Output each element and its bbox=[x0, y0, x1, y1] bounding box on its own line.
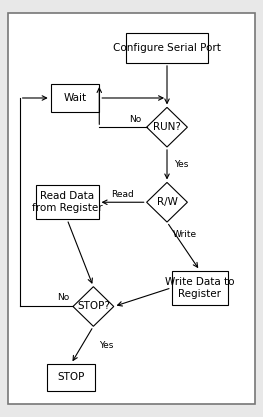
Text: Yes: Yes bbox=[99, 341, 113, 349]
Text: No: No bbox=[129, 115, 141, 124]
Text: Wait: Wait bbox=[63, 93, 87, 103]
Bar bbox=[47, 364, 95, 391]
Polygon shape bbox=[73, 287, 114, 326]
Text: STOP: STOP bbox=[57, 372, 85, 382]
Text: Yes: Yes bbox=[174, 160, 188, 169]
Text: Read: Read bbox=[111, 190, 134, 199]
Text: No: No bbox=[57, 293, 69, 302]
Bar bbox=[50, 84, 99, 111]
Text: Configure Serial Port: Configure Serial Port bbox=[113, 43, 221, 53]
Bar bbox=[126, 33, 208, 63]
Polygon shape bbox=[147, 183, 187, 222]
Text: R/W: R/W bbox=[156, 197, 178, 207]
Bar bbox=[171, 271, 228, 305]
Text: STOP?: STOP? bbox=[77, 301, 110, 311]
Text: Write Data to
Register: Write Data to Register bbox=[165, 277, 235, 299]
Bar bbox=[36, 185, 99, 219]
Polygon shape bbox=[147, 108, 187, 147]
Text: Write: Write bbox=[172, 230, 196, 239]
Text: Read Data
from Register: Read Data from Register bbox=[32, 191, 102, 213]
Text: RUN?: RUN? bbox=[153, 122, 181, 132]
